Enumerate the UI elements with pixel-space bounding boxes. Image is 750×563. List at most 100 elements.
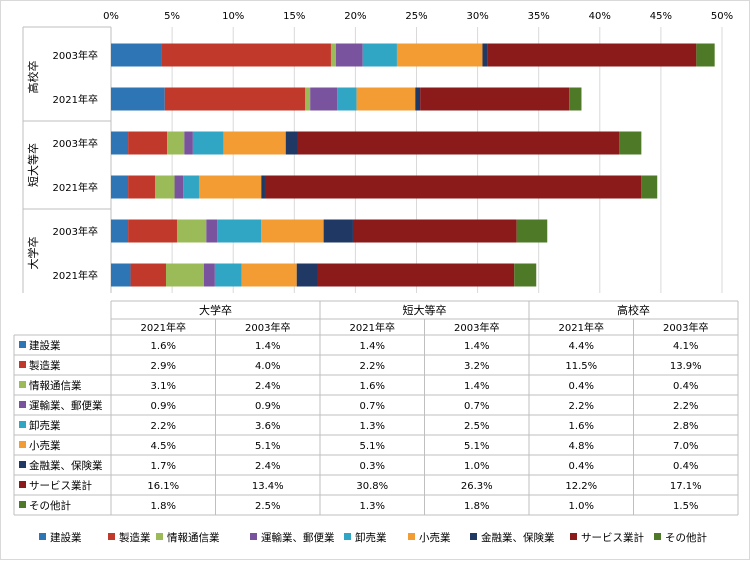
bar-segment [184, 131, 193, 155]
table-cell-value: 1.4% [464, 341, 489, 352]
legend-swatch [470, 533, 477, 540]
bar-segment [203, 263, 215, 287]
bar-segment [165, 263, 204, 287]
bar-segment [297, 131, 620, 155]
table-cell-value: 2.9% [151, 361, 176, 372]
table-row-label: その他計 [29, 499, 71, 512]
bar-segment [111, 131, 129, 155]
bar-segment [420, 87, 570, 111]
bar-segment [696, 43, 715, 67]
bar-segment [352, 219, 517, 243]
table-column-header: 2021年卒 [350, 321, 395, 334]
legend-swatch [344, 533, 351, 540]
category-label: 2003年卒 [53, 225, 98, 238]
bar-segment [192, 131, 224, 155]
bar-segment [323, 219, 353, 243]
table-cell-value: 16.1% [147, 481, 179, 492]
table-legend-swatch [19, 381, 26, 388]
table-cell-value: 1.0% [464, 461, 489, 472]
legend-label: 建設業 [50, 531, 82, 544]
bar-segment [264, 175, 642, 199]
table-cell-value: 1.4% [255, 341, 280, 352]
table-cell-value: 1.3% [360, 421, 385, 432]
table-cell-value: 1.4% [360, 341, 385, 352]
group-label: 大学卒 [26, 237, 40, 270]
table-cell-value: 4.5% [151, 441, 176, 452]
table-cell-value: 0.7% [360, 401, 385, 412]
table-row-label: サービス業計 [29, 479, 92, 492]
table-legend-swatch [19, 461, 26, 468]
table-row-label: 製造業 [29, 359, 61, 372]
legend-label: 運輸業、郵便業 [261, 531, 335, 544]
table-legend-swatch [19, 421, 26, 428]
table-cell-value: 1.8% [151, 501, 176, 512]
legend-swatch [654, 533, 661, 540]
bar-segment [214, 263, 242, 287]
table-cell-value: 12.2% [565, 481, 597, 492]
bar-segment [261, 219, 324, 243]
table-cell-value: 7.0% [673, 441, 698, 452]
bar-segment [183, 175, 199, 199]
bar-segment [396, 43, 483, 67]
bar-segment [154, 175, 175, 199]
legend-swatch [408, 533, 415, 540]
table-legend-swatch [19, 441, 26, 448]
category-label: 2003年卒 [53, 137, 98, 150]
legend-label: 製造業 [119, 531, 151, 544]
table-cell-value: 1.6% [151, 341, 176, 352]
legend-label: 小売業 [419, 531, 451, 544]
table-legend-swatch [19, 501, 26, 508]
bar-segment [167, 131, 185, 155]
bar-segment [514, 263, 537, 287]
x-tick-label: 0% [103, 11, 119, 22]
table-cell-value: 3.2% [464, 361, 489, 372]
x-tick-label: 15% [283, 11, 305, 22]
category-label: 2003年卒 [53, 49, 98, 62]
table-cell-value: 1.8% [464, 501, 489, 512]
table-group-header: 大学卒 [199, 303, 232, 317]
table-cell-value: 1.7% [151, 461, 176, 472]
bar-segment [130, 263, 166, 287]
bar-segment [128, 219, 177, 243]
category-label: 2021年卒 [53, 93, 98, 106]
table-group-header: 短大等卒 [403, 303, 447, 317]
table-column-header: 2021年卒 [559, 321, 604, 334]
bar-segment [317, 263, 515, 287]
table-cell-value: 2.4% [255, 461, 280, 472]
x-tick-label: 35% [528, 11, 550, 22]
table-cell-value: 2.5% [464, 421, 489, 432]
legend-swatch [570, 533, 577, 540]
bar-segment [111, 219, 129, 243]
table-row-label: 建設業 [29, 339, 61, 352]
group-label: 高校卒 [26, 61, 40, 94]
category-label: 2021年卒 [53, 181, 98, 194]
bar-segment [337, 87, 357, 111]
table-cell-value: 5.1% [255, 441, 280, 452]
table-cell-value: 0.4% [673, 461, 698, 472]
table-cell-value: 0.9% [255, 401, 280, 412]
table-legend-swatch [19, 361, 26, 368]
bar-segment [569, 87, 582, 111]
table-cell-value: 11.5% [565, 361, 597, 372]
table-cell-value: 4.0% [255, 361, 280, 372]
bar-segment [241, 263, 297, 287]
bar-segment [206, 219, 218, 243]
table-cell-value: 1.4% [464, 381, 489, 392]
table-cell-value: 0.7% [464, 401, 489, 412]
table-row-label: 運輸業、郵便業 [29, 399, 103, 412]
bar-segment [415, 87, 421, 111]
x-tick-label: 10% [222, 11, 244, 22]
legend-label: 情報通信業 [167, 531, 220, 544]
table-cell-value: 5.1% [464, 441, 489, 452]
bar-segment [223, 131, 286, 155]
bar-segment [111, 175, 129, 199]
bar-segment [111, 87, 165, 111]
table-cell-value: 1.6% [360, 381, 385, 392]
table-cell-value: 0.9% [151, 401, 176, 412]
x-tick-label: 5% [164, 11, 180, 22]
table-cell-value: 2.2% [569, 401, 594, 412]
bar-segment [261, 175, 265, 199]
table-cell-value: 5.1% [360, 441, 385, 452]
table-cell-value: 0.4% [569, 461, 594, 472]
